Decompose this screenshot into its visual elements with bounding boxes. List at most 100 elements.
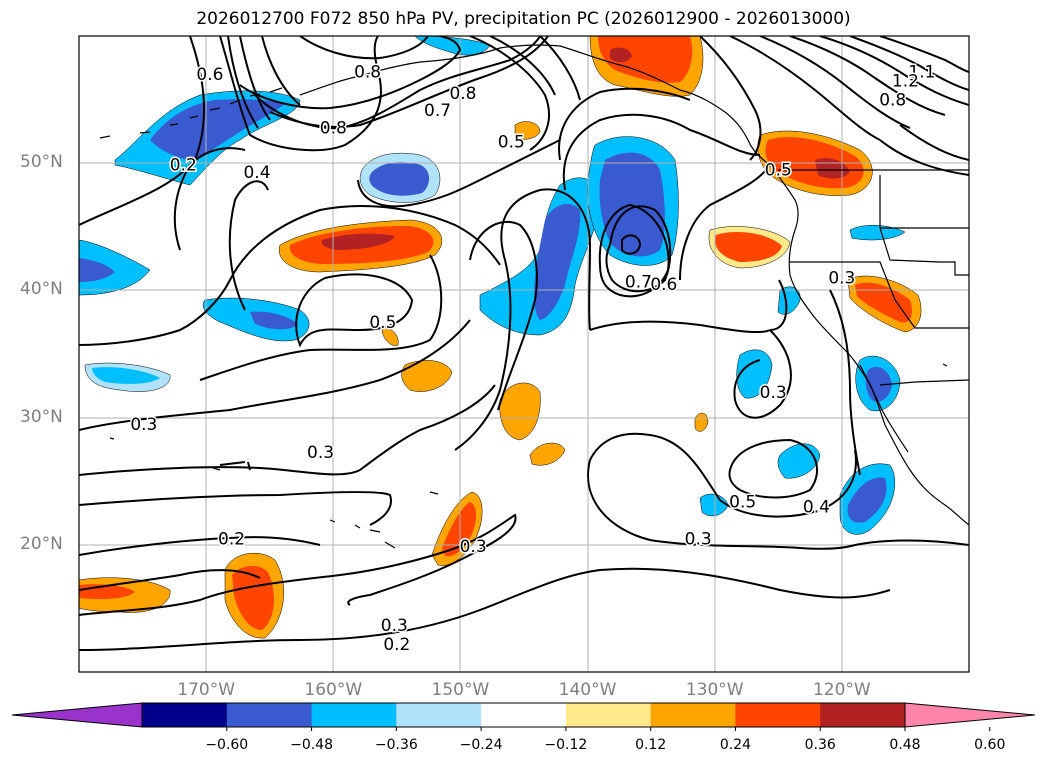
lat-label: 30°N xyxy=(20,406,63,427)
baja-coast xyxy=(884,424,969,526)
contour-line xyxy=(454,188,592,451)
precip-negative-baja-core xyxy=(865,366,892,402)
contour-line xyxy=(199,254,443,381)
coastlines xyxy=(99,44,969,549)
colorbar-tick-label: −0.48 xyxy=(290,737,333,753)
contour-line xyxy=(589,432,857,518)
us-mexico-border xyxy=(879,379,969,386)
contour-label: 0.2 xyxy=(383,635,410,655)
contour-line xyxy=(558,87,691,161)
precip-negative-west-edge xyxy=(79,239,151,296)
colorbar-segment xyxy=(311,703,397,727)
bc-coast xyxy=(724,111,799,231)
contour-line xyxy=(598,203,670,298)
precip-negative-coast-mid xyxy=(777,286,801,315)
contour-label: 0.7 xyxy=(424,101,451,121)
contour-line xyxy=(173,147,246,251)
colorbar-tick-label: 0.60 xyxy=(974,737,1006,753)
colorbar-segment xyxy=(396,703,482,727)
precip-negative-west-small-core xyxy=(92,367,160,384)
precip-negative-coast-north xyxy=(849,225,906,241)
lon-label: 140°W xyxy=(558,680,617,700)
contour-line xyxy=(219,461,251,471)
contour-label: 0.5 xyxy=(498,133,525,153)
colorbar-segment xyxy=(565,703,652,727)
colorbar-extend-max xyxy=(904,702,1036,728)
contour-line xyxy=(621,234,642,255)
contour-label: 0.8 xyxy=(354,63,381,83)
contour-line xyxy=(469,220,538,411)
lon-label: 120°W xyxy=(812,680,871,700)
colorbar-segment xyxy=(142,703,228,727)
contour-line xyxy=(79,569,261,591)
contour-line xyxy=(79,567,891,651)
contour-line xyxy=(295,273,414,348)
graticule xyxy=(79,36,969,672)
contour-line xyxy=(899,124,969,161)
colorbar-segment xyxy=(820,703,906,727)
contour-line xyxy=(357,139,561,208)
colorbar-tick-label: 0.12 xyxy=(635,737,667,753)
contour-line xyxy=(699,36,762,161)
colorbar-segment xyxy=(650,703,736,727)
colorbar-tick-label: 0.48 xyxy=(889,737,921,753)
colorbar-tick-label: −0.36 xyxy=(374,737,418,753)
lat-label: 40°N xyxy=(20,279,63,300)
contour-label: 0.4 xyxy=(243,163,270,183)
contour-label: 0.4 xyxy=(803,498,830,518)
contour-line xyxy=(239,36,462,110)
precip-negative-small-tropical xyxy=(699,493,729,517)
colorbar-tick-label: 0.36 xyxy=(804,737,836,753)
precip-positive-alaska-core xyxy=(598,36,693,83)
lat-label: 50°N xyxy=(20,152,63,173)
precip-negative-trough-core xyxy=(534,203,581,320)
lon-label: 160°W xyxy=(304,680,363,700)
contour-line xyxy=(228,180,269,311)
contour-line xyxy=(227,36,259,129)
lon-label: 150°W xyxy=(431,680,490,700)
precip-negative-low-core xyxy=(599,152,665,257)
lat-label: 20°N xyxy=(20,533,63,554)
precip-negative-mexico-core xyxy=(847,477,887,523)
contour-label: 1.1 xyxy=(908,63,935,83)
contour-labels: 0.60.2 0.40.80.80.70.80.50.50.70.60.50.31… xyxy=(129,61,937,656)
contour-line xyxy=(729,36,881,141)
contour-line xyxy=(299,36,429,60)
contour-line xyxy=(679,164,771,281)
colorbar-tick-label: 0.24 xyxy=(719,737,752,753)
contour-line xyxy=(562,113,761,191)
lon-label: 130°W xyxy=(685,680,744,700)
contour-label: 0.3 xyxy=(685,529,712,549)
contour-label: 1.2 xyxy=(892,72,919,92)
figure-title: 2026012700 F072 850 hPa PV, precipitatio… xyxy=(196,9,851,29)
colorbar-extend-min xyxy=(11,702,143,728)
precip-positive-hawaii-core xyxy=(442,502,476,557)
precip-positive-small-1 xyxy=(514,121,541,140)
precip-shading xyxy=(79,36,922,639)
precip-positive-subtropical-west xyxy=(401,360,453,392)
contour-line xyxy=(79,490,392,526)
precip-positive-subtropical-mid xyxy=(499,382,541,441)
colorbar xyxy=(11,702,1036,731)
contour-line xyxy=(79,513,517,616)
colorbar-tick-label: −0.60 xyxy=(205,737,249,753)
colorbar-segment xyxy=(481,703,567,727)
colorbar-frame xyxy=(141,702,906,728)
contour-line xyxy=(728,438,819,499)
contour-label: 0.2 xyxy=(218,529,245,549)
state-border xyxy=(879,175,969,229)
contour-label: 0.6 xyxy=(196,65,223,85)
contour-label: 0.6 xyxy=(650,275,677,295)
contour-line xyxy=(789,36,946,116)
hawaii-islands xyxy=(329,519,396,549)
contour-label: 0.3 xyxy=(460,537,487,557)
contour-label: 0.2 xyxy=(170,155,197,175)
contour-line xyxy=(829,289,861,476)
map-area xyxy=(79,36,969,672)
contour-label: 0.5 xyxy=(765,161,792,181)
map-frame xyxy=(78,35,970,673)
contour-label: 0.8 xyxy=(320,119,347,139)
contour-line xyxy=(854,539,969,546)
precip-negative-west-edge-core xyxy=(79,258,115,282)
